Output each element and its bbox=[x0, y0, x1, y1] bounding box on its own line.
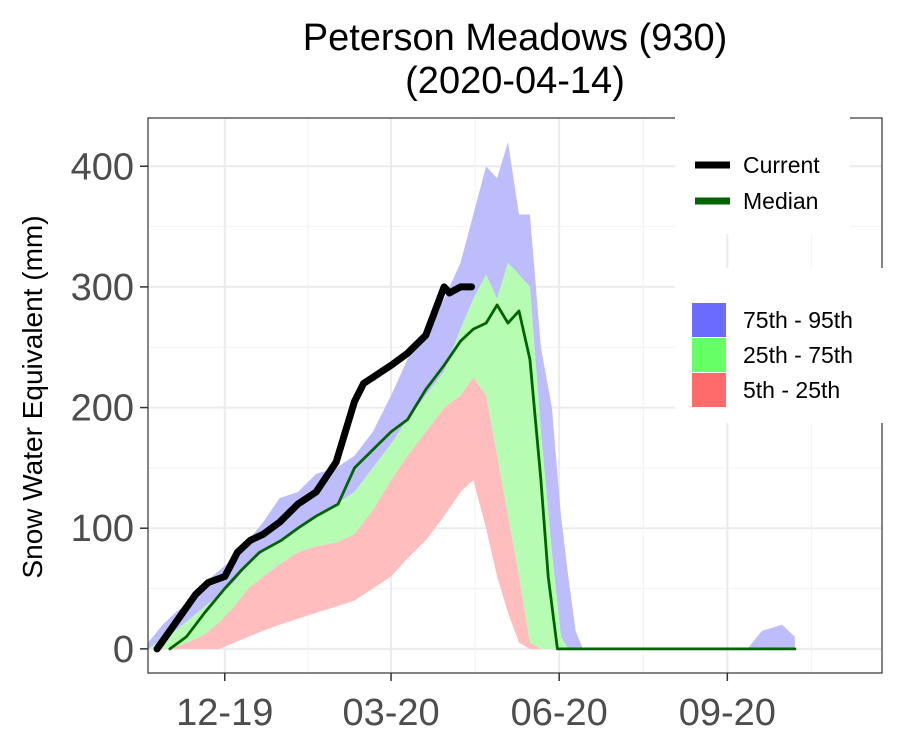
chart-subtitle: (2020-04-14) bbox=[405, 60, 625, 102]
legend-lines: Current Median bbox=[675, 108, 850, 234]
y-tick-label: 400 bbox=[71, 146, 134, 188]
legend-swatch bbox=[692, 338, 726, 372]
y-tick-label: 100 bbox=[71, 508, 134, 550]
x-axis: 12-19 03-20 06-20 09-20 bbox=[176, 673, 776, 734]
legend-label-median: Median bbox=[743, 188, 818, 214]
x-tick-label: 06-20 bbox=[511, 692, 608, 734]
series-lines bbox=[153, 283, 797, 653]
legend-band-label: 75th - 95th bbox=[743, 307, 853, 333]
x-tick-label: 12-19 bbox=[176, 692, 273, 734]
legend-swatch bbox=[692, 303, 726, 337]
y-tick-label: 200 bbox=[71, 388, 134, 430]
percentile-bands bbox=[148, 142, 795, 649]
band-75th-95th bbox=[148, 142, 795, 649]
y-axis: 0 100 200 300 400 bbox=[71, 146, 148, 671]
legend-lines-background bbox=[675, 108, 850, 234]
legend-bands: 75th - 95th 25th - 75th 5th - 25th bbox=[675, 268, 890, 423]
legend-band-label: 25th - 75th bbox=[743, 342, 853, 368]
legend-band-label: 5th - 25th bbox=[743, 377, 840, 403]
legend-label-current: Current bbox=[743, 152, 820, 178]
band-5th-25th bbox=[148, 377, 795, 649]
y-tick-label: 300 bbox=[71, 267, 134, 309]
chart-title: Peterson Meadows (930) bbox=[303, 17, 728, 59]
legend-swatch bbox=[692, 373, 726, 407]
band-25th-75th bbox=[148, 262, 795, 649]
series-line-median bbox=[168, 303, 797, 651]
x-tick-label: 03-20 bbox=[342, 692, 439, 734]
y-axis-label: Snow Water Equivalent (mm) bbox=[17, 215, 48, 578]
y-tick-label: 0 bbox=[113, 629, 134, 671]
x-tick-label: 09-20 bbox=[679, 692, 776, 734]
series-line-current bbox=[153, 283, 475, 653]
